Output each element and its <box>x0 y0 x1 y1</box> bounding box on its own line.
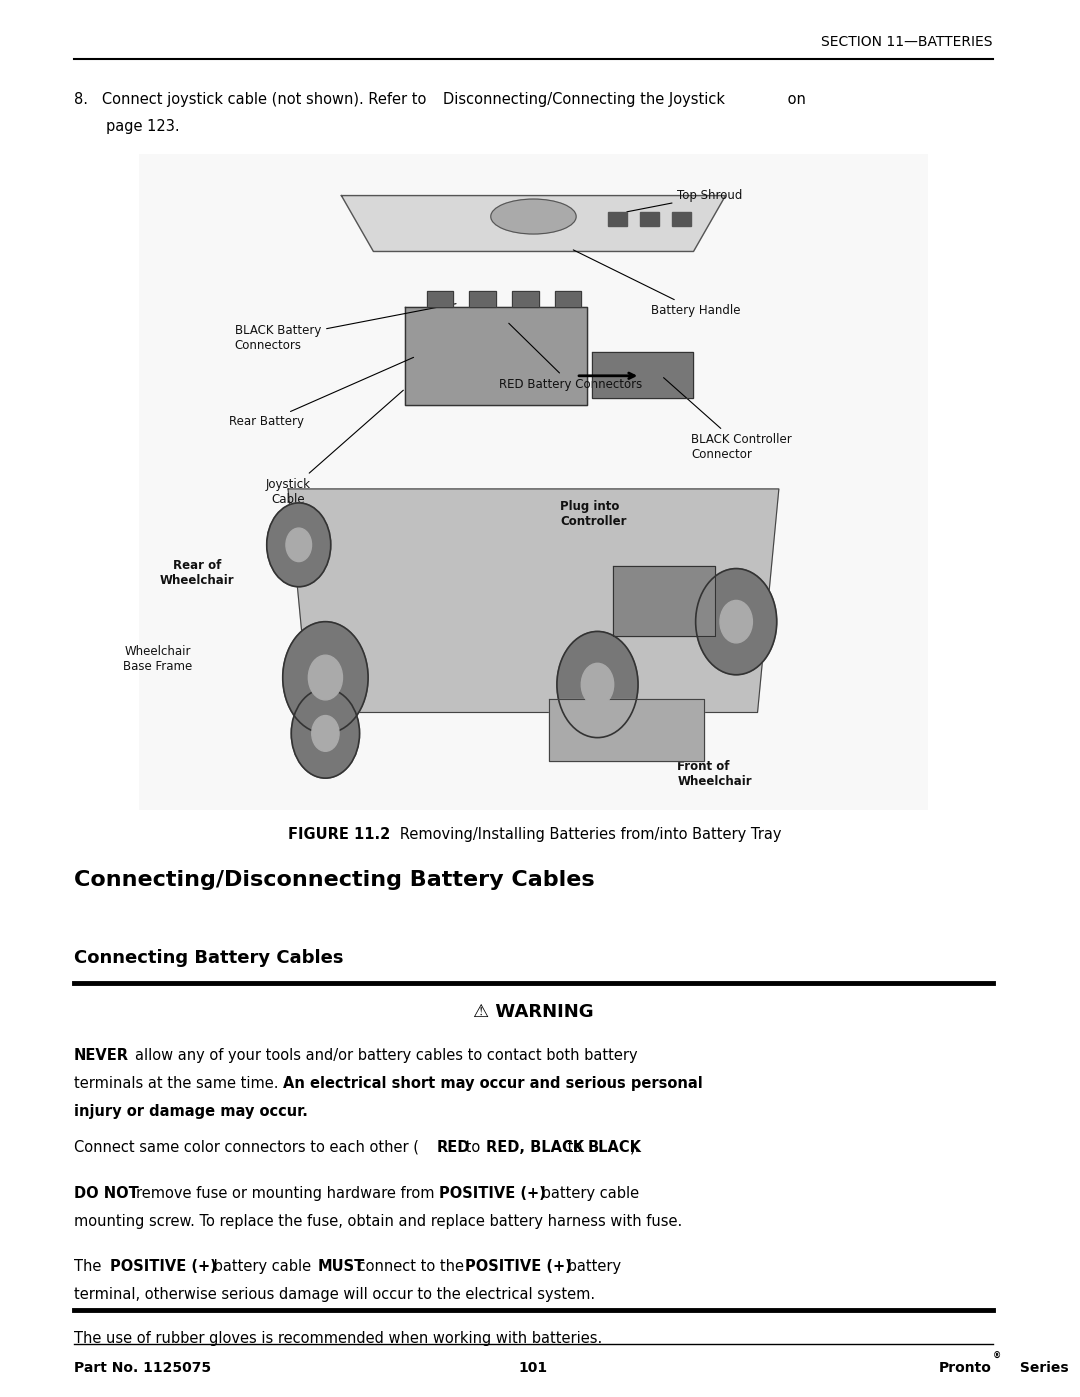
Bar <box>427 291 454 307</box>
Bar <box>608 212 627 226</box>
Text: Connecting/Disconnecting Battery Cables: Connecting/Disconnecting Battery Cables <box>75 870 595 890</box>
Text: to: to <box>461 1140 485 1155</box>
Text: Wheelchair
Base Frame: Wheelchair Base Frame <box>123 645 192 673</box>
Polygon shape <box>550 698 704 761</box>
Text: battery cable: battery cable <box>537 1186 639 1201</box>
Text: on: on <box>783 92 806 108</box>
Text: FIGURE 11.2: FIGURE 11.2 <box>288 827 390 842</box>
Text: MUST: MUST <box>318 1259 365 1274</box>
Polygon shape <box>405 307 586 405</box>
Text: BLACK Battery
Connectors: BLACK Battery Connectors <box>234 303 456 352</box>
Text: connect to the: connect to the <box>352 1259 469 1274</box>
Text: battery cable: battery cable <box>208 1259 315 1274</box>
Text: page 123.: page 123. <box>106 119 179 134</box>
Circle shape <box>309 655 342 700</box>
Text: SECTION 11—BATTERIES: SECTION 11—BATTERIES <box>821 35 993 49</box>
Text: Rear of
Wheelchair: Rear of Wheelchair <box>160 559 234 587</box>
Text: NEVER: NEVER <box>75 1048 130 1063</box>
Text: Disconnecting/Connecting the Joystick: Disconnecting/Connecting the Joystick <box>443 92 726 108</box>
Text: to: to <box>563 1140 586 1155</box>
Circle shape <box>267 503 330 587</box>
Text: 8.   Connect joystick cable (not shown). Refer to: 8. Connect joystick cable (not shown). R… <box>75 92 431 108</box>
Text: The: The <box>75 1259 106 1274</box>
Circle shape <box>581 664 613 705</box>
Text: The use of rubber gloves is recommended when working with batteries.: The use of rubber gloves is recommended … <box>75 1331 603 1347</box>
Text: Plug into
Controller: Plug into Controller <box>561 500 626 528</box>
Ellipse shape <box>490 200 576 235</box>
FancyBboxPatch shape <box>138 154 928 810</box>
Bar <box>470 291 496 307</box>
Bar <box>555 291 581 307</box>
Circle shape <box>557 631 638 738</box>
Text: Joystick
Cable: Joystick Cable <box>266 390 403 506</box>
Text: Removing/Installing Batteries from/into Battery Tray: Removing/Installing Batteries from/into … <box>387 827 782 842</box>
Text: BLACK Controller
Connector: BLACK Controller Connector <box>663 377 792 461</box>
Text: allow any of your tools and/or battery cables to contact both battery: allow any of your tools and/or battery c… <box>135 1048 637 1063</box>
Text: injury or damage may occur.: injury or damage may occur. <box>75 1104 308 1119</box>
Bar <box>427 291 454 307</box>
Text: POSITIVE (+): POSITIVE (+) <box>110 1259 217 1274</box>
Polygon shape <box>613 566 715 636</box>
Text: DO NOT: DO NOT <box>75 1186 139 1201</box>
Bar <box>555 291 581 307</box>
Text: Front of
Wheelchair: Front of Wheelchair <box>677 760 752 788</box>
Text: Connect same color connectors to each other (: Connect same color connectors to each ot… <box>75 1140 419 1155</box>
Bar <box>640 212 660 226</box>
Polygon shape <box>288 489 779 712</box>
Text: Pronto: Pronto <box>939 1361 991 1375</box>
Text: POSITIVE (+): POSITIVE (+) <box>438 1186 545 1201</box>
Text: ⚠ WARNING: ⚠ WARNING <box>473 1003 594 1021</box>
Text: terminals at the same time.: terminals at the same time. <box>75 1076 283 1091</box>
Circle shape <box>292 689 360 778</box>
Bar <box>672 212 691 226</box>
Text: Part No. 1125075: Part No. 1125075 <box>75 1361 212 1375</box>
Text: Front
Battery: Front Battery <box>680 584 729 612</box>
Text: RED Battery Connectors: RED Battery Connectors <box>499 323 643 391</box>
Text: An electrical short may occur and serious personal: An electrical short may occur and seriou… <box>283 1076 703 1091</box>
Circle shape <box>312 715 339 752</box>
Text: Series: Series <box>1015 1361 1069 1375</box>
Circle shape <box>696 569 777 675</box>
Text: Top Shroud: Top Shroud <box>626 189 743 212</box>
Text: RED, BLACK: RED, BLACK <box>486 1140 584 1155</box>
Text: ®: ® <box>993 1352 1001 1361</box>
Text: mounting screw. To replace the fuse, obtain and replace battery harness with fus: mounting screw. To replace the fuse, obt… <box>75 1214 683 1229</box>
Circle shape <box>720 601 753 643</box>
Bar <box>512 291 539 307</box>
Text: ).: ). <box>630 1140 640 1155</box>
Circle shape <box>283 622 368 733</box>
Bar <box>470 291 496 307</box>
Bar <box>512 291 539 307</box>
Polygon shape <box>341 196 726 251</box>
Text: BLACK: BLACK <box>588 1140 642 1155</box>
Text: Rear Battery: Rear Battery <box>229 358 414 429</box>
Text: Connecting Battery Cables: Connecting Battery Cables <box>75 949 343 967</box>
Text: 101: 101 <box>518 1361 548 1375</box>
Text: battery: battery <box>563 1259 621 1274</box>
Polygon shape <box>592 352 693 398</box>
Text: RED: RED <box>436 1140 470 1155</box>
Circle shape <box>286 528 311 562</box>
Text: remove fuse or mounting hardware from: remove fuse or mounting hardware from <box>136 1186 440 1201</box>
Text: terminal, otherwise serious damage will occur to the electrical system.: terminal, otherwise serious damage will … <box>75 1287 595 1302</box>
Text: POSITIVE (+): POSITIVE (+) <box>464 1259 571 1274</box>
Text: Battery Handle: Battery Handle <box>573 250 740 317</box>
